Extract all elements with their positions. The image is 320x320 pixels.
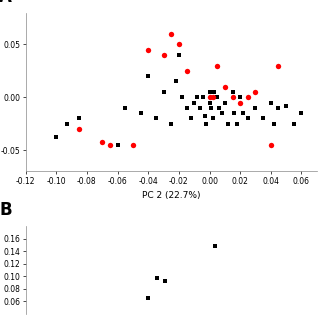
Point (222, 100, 228, 105)
Point (245, 95, 250, 100)
Point (210, 95, 215, 100)
Point (238, 95, 243, 100)
Point (253, 90, 258, 95)
Point (268, 100, 273, 105)
Point (299, 111, 304, 116)
Point (253, 105, 258, 110)
Point (241, 111, 246, 116)
Text: A: A (0, 0, 12, 6)
Point (210, 116, 215, 121)
Point (245, 116, 250, 121)
Point (225, 121, 230, 126)
Point (173, 79, 178, 84)
Point (231, 111, 236, 116)
Point (215, 63, 220, 68)
Point (201, 95, 206, 100)
Point (202, 114, 207, 119)
Point (212, 244, 218, 249)
Point (235, 121, 240, 126)
Point (215, 95, 220, 100)
Point (230, 95, 235, 100)
Point (180, 95, 185, 100)
Point (276, 63, 281, 68)
Point (54, 135, 59, 140)
Point (204, 121, 209, 126)
Point (146, 47, 151, 52)
Text: B: B (0, 202, 12, 220)
Point (163, 278, 168, 283)
Point (271, 121, 276, 126)
Point (184, 105, 189, 110)
Point (130, 142, 135, 148)
Point (161, 90, 166, 95)
Point (192, 100, 197, 105)
Point (219, 111, 224, 116)
Point (138, 111, 143, 116)
Point (230, 90, 235, 95)
Point (216, 105, 221, 110)
Point (123, 105, 128, 110)
Point (222, 84, 228, 89)
X-axis label: PC 2 (22.7%): PC 2 (22.7%) (142, 191, 200, 200)
Point (260, 116, 266, 121)
Point (207, 100, 212, 105)
Point (284, 103, 289, 108)
Point (276, 105, 281, 110)
Point (77, 126, 82, 132)
Point (153, 116, 158, 121)
Point (198, 105, 203, 110)
Point (209, 105, 214, 110)
Point (238, 100, 243, 105)
Point (176, 52, 181, 58)
Point (169, 121, 174, 126)
Point (154, 276, 159, 281)
Point (107, 142, 112, 148)
Point (77, 116, 82, 121)
Point (169, 31, 174, 36)
Point (115, 142, 120, 148)
Point (207, 90, 212, 95)
Point (195, 95, 200, 100)
Point (207, 95, 212, 100)
Point (212, 90, 217, 95)
Point (64, 121, 69, 126)
Point (176, 42, 181, 47)
Point (146, 74, 151, 79)
Point (145, 295, 150, 300)
Y-axis label: PC 3 (15.3%): PC 3 (15.3%) (0, 241, 2, 300)
Point (188, 116, 194, 121)
Point (268, 142, 273, 148)
Point (291, 121, 296, 126)
Point (161, 52, 166, 58)
Point (100, 139, 105, 144)
Point (184, 68, 189, 74)
